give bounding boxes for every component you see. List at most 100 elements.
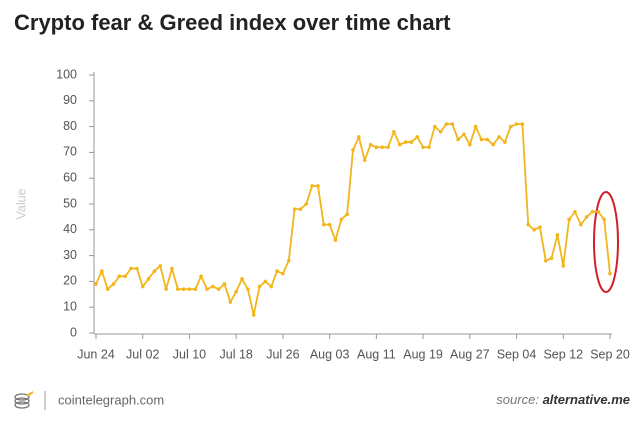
brand-logo xyxy=(14,391,34,409)
data-point xyxy=(105,287,110,291)
y-tick-label: 50 xyxy=(63,196,77,210)
data-line xyxy=(95,123,611,316)
source-name: alternative.me xyxy=(543,392,630,407)
x-tick-label: Sep 20 xyxy=(590,347,630,361)
data-point xyxy=(543,258,548,263)
data-point xyxy=(199,274,203,279)
y-tick-label: 10 xyxy=(63,299,77,313)
data-point xyxy=(503,140,507,144)
data-point xyxy=(281,271,285,276)
data-point xyxy=(164,287,168,291)
data-point xyxy=(222,282,227,286)
data-point xyxy=(327,222,332,227)
data-point xyxy=(368,142,373,147)
data-point xyxy=(444,122,449,126)
footer-source: source: alternative.me xyxy=(496,392,630,407)
data-point xyxy=(158,264,163,268)
data-point xyxy=(520,122,525,126)
y-tick-label: 90 xyxy=(63,93,77,107)
data-point xyxy=(216,287,221,291)
data-point xyxy=(211,284,215,289)
data-point xyxy=(100,269,104,273)
data-point xyxy=(374,145,379,150)
x-tick-label: Sep 04 xyxy=(497,347,537,361)
data-point xyxy=(228,300,233,304)
data-point xyxy=(596,209,601,214)
data-point xyxy=(304,202,309,206)
x-tick-label: Jul 10 xyxy=(173,347,206,361)
y-tick-label: 60 xyxy=(63,170,77,184)
highlight-ellipse xyxy=(593,191,619,293)
data-point xyxy=(111,282,116,286)
y-tick-label: 100 xyxy=(56,67,77,81)
data-point xyxy=(479,137,484,142)
data-point xyxy=(94,282,98,286)
y-tick-label: 20 xyxy=(63,274,77,288)
data-point xyxy=(526,222,531,227)
x-tick-label: Aug 19 xyxy=(403,347,443,361)
data-point xyxy=(269,284,274,289)
data-point xyxy=(380,145,385,150)
data-point xyxy=(578,222,583,227)
y-tick-label: 0 xyxy=(70,325,77,339)
data-point xyxy=(187,287,192,291)
data-point xyxy=(193,287,198,291)
x-tick-label: Jul 02 xyxy=(126,347,159,361)
data-point xyxy=(491,142,495,147)
data-point xyxy=(567,217,571,222)
data-point xyxy=(584,215,589,219)
data-point xyxy=(432,124,437,129)
data-point xyxy=(392,129,396,134)
x-tick-label: Aug 03 xyxy=(310,347,350,361)
data-point xyxy=(263,279,268,284)
footer-brand: cointelegraph.com xyxy=(58,392,164,407)
source-prefix: source: xyxy=(496,392,539,407)
data-point xyxy=(532,228,536,232)
data-point xyxy=(333,238,338,242)
x-tick-label: Sep 12 xyxy=(543,347,583,361)
data-point xyxy=(316,184,320,188)
data-point xyxy=(234,289,238,294)
data-point xyxy=(357,135,361,139)
chart-title: Crypto fear & Greed index over time char… xyxy=(14,10,451,35)
x-tick-label: Aug 11 xyxy=(357,347,396,361)
x-tick-label: Aug 27 xyxy=(450,347,490,361)
data-point xyxy=(590,209,595,214)
data-point xyxy=(456,137,460,142)
data-point xyxy=(450,122,455,126)
data-point xyxy=(298,207,303,211)
data-point xyxy=(403,140,408,144)
data-point xyxy=(473,124,478,129)
data-point xyxy=(339,217,344,222)
data-point xyxy=(362,158,367,162)
data-point xyxy=(497,135,501,139)
data-point xyxy=(351,148,355,152)
data-point xyxy=(345,212,349,217)
data-point xyxy=(246,287,250,291)
data-point xyxy=(608,271,612,276)
data-point xyxy=(397,142,402,147)
x-tick-label: Jul 26 xyxy=(266,347,299,361)
data-point xyxy=(140,284,145,289)
y-axis-label: Value xyxy=(14,188,28,219)
y-tick-label: 30 xyxy=(63,248,77,262)
data-point xyxy=(602,217,606,222)
x-tick-label: Jun 24 xyxy=(77,347,115,361)
data-point xyxy=(421,145,425,150)
y-tick-label: 70 xyxy=(63,145,77,159)
data-point xyxy=(573,209,577,214)
data-point xyxy=(538,225,542,230)
data-point xyxy=(386,145,390,150)
data-point xyxy=(152,269,157,273)
data-point xyxy=(514,122,519,126)
data-point xyxy=(286,258,291,263)
data-point xyxy=(240,277,244,281)
data-point xyxy=(485,137,490,142)
x-tick-label: Jul 18 xyxy=(220,347,253,361)
data-point xyxy=(561,264,566,268)
data-point xyxy=(175,287,180,291)
data-point xyxy=(123,274,128,279)
data-point xyxy=(409,140,414,144)
data-point xyxy=(181,287,186,291)
